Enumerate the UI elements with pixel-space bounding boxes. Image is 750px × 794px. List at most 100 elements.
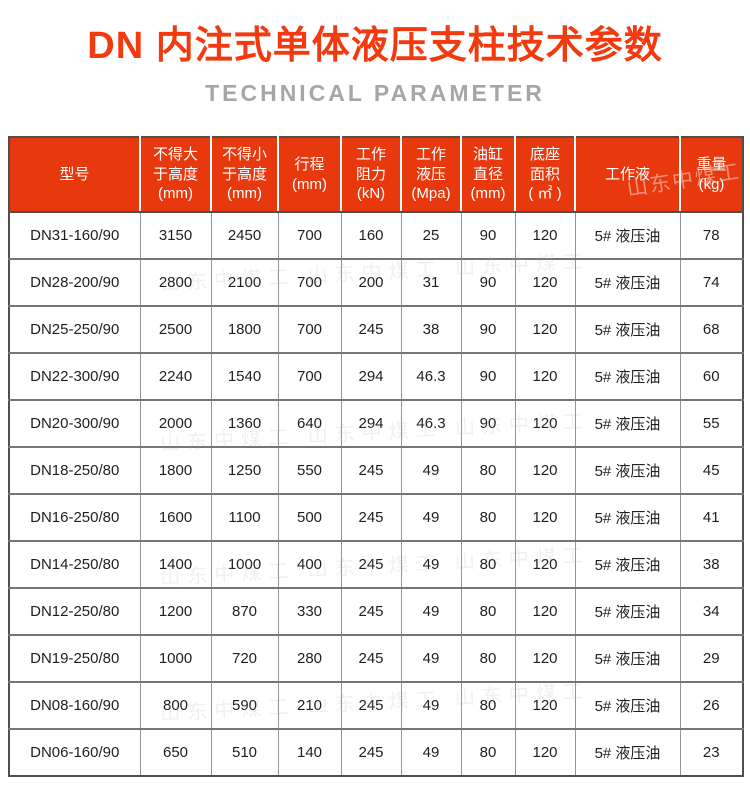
table-row: DN12-250/80 1200 870 330 245 49 80 120 5# 液压油 34 — [9, 587, 743, 635]
value-cell: 45 — [679, 446, 743, 494]
value-cell: 74 — [679, 258, 743, 306]
model-cell: DN16-250/80 — [9, 493, 140, 541]
value-cell: 120 — [514, 446, 575, 494]
value-cell: 2800 — [139, 258, 211, 306]
value-cell: 29 — [679, 634, 743, 682]
value-cell: 1800 — [210, 305, 278, 353]
value-cell: 80 — [460, 493, 515, 541]
model-cell: DN08-160/90 — [9, 681, 140, 729]
value-cell: 650 — [139, 728, 211, 776]
value-cell: 245 — [340, 681, 401, 729]
table-row: DN31-160/90 3150 2450 700 160 25 90 120 5# 液压油 78 — [9, 212, 743, 259]
value-cell: 5# 液压油 — [574, 399, 680, 447]
value-cell: 90 — [460, 305, 515, 353]
table-row: DN18-250/80 1800 1250 550 245 49 80 120 5# 液压油 45 — [9, 446, 743, 494]
value-cell: 90 — [460, 212, 515, 259]
value-cell: 1000 — [139, 634, 211, 682]
col-header-max-height: 不得大 于高度 (mm) — [140, 137, 212, 213]
value-cell: 41 — [679, 493, 743, 541]
value-cell: 49 — [400, 634, 461, 682]
value-cell: 400 — [277, 540, 341, 588]
col-header-working-fluid: 工作液 — [575, 137, 681, 213]
value-cell: 500 — [277, 493, 341, 541]
table-row: DN14-250/80 1400 1000 400 245 49 80 120 5# 液压油 38 — [9, 540, 743, 588]
value-cell: 120 — [514, 258, 575, 306]
value-cell: 120 — [514, 681, 575, 729]
value-cell: 120 — [514, 305, 575, 353]
value-cell: 90 — [460, 399, 515, 447]
value-cell: 1100 — [210, 493, 278, 541]
value-cell: 120 — [514, 540, 575, 588]
value-cell: 245 — [340, 446, 401, 494]
value-cell: 3150 — [139, 212, 211, 259]
value-cell: 700 — [277, 352, 341, 400]
table-row: DN06-160/90 650 510 140 245 49 80 120 5# 液压油 23 — [9, 728, 743, 776]
value-cell: 46.3 — [400, 352, 461, 400]
model-cell: DN06-160/90 — [9, 728, 140, 776]
model-cell: DN12-250/80 — [9, 587, 140, 635]
value-cell: 1360 — [210, 399, 278, 447]
value-cell: 1000 — [210, 540, 278, 588]
model-cell: DN25-250/90 — [9, 305, 140, 353]
table-header: 型号 不得大 于高度 (mm) 不得小 于高度 (mm) 行程 (mm) 工作 … — [9, 137, 743, 213]
value-cell: 245 — [340, 587, 401, 635]
col-header-model: 型号 — [9, 137, 141, 213]
table-row: DN16-250/80 1600 1100 500 245 49 80 120 5# 液压油 41 — [9, 493, 743, 541]
model-cell: DN19-250/80 — [9, 634, 140, 682]
col-header-base-area: 底座 面积 ( ㎡ ) — [515, 137, 576, 213]
value-cell: 80 — [460, 446, 515, 494]
value-cell: 700 — [277, 212, 341, 259]
value-cell: 1400 — [139, 540, 211, 588]
value-cell: 2240 — [139, 352, 211, 400]
value-cell: 90 — [460, 352, 515, 400]
value-cell: 46.3 — [400, 399, 461, 447]
model-cell: DN31-160/90 — [9, 212, 140, 259]
model-cell: DN14-250/80 — [9, 540, 140, 588]
table-row: DN20-300/90 2000 1360 640 294 46.3 90 120 5# 液压油… — [9, 399, 743, 447]
value-cell: 245 — [340, 305, 401, 353]
value-cell: 2500 — [139, 305, 211, 353]
value-cell: 78 — [679, 212, 743, 259]
value-cell: 5# 液压油 — [574, 446, 680, 494]
value-cell: 120 — [514, 399, 575, 447]
value-cell: 5# 液压油 — [574, 493, 680, 541]
value-cell: 245 — [340, 493, 401, 541]
value-cell: 26 — [679, 681, 743, 729]
model-cell: DN20-300/90 — [9, 399, 140, 447]
value-cell: 5# 液压油 — [574, 540, 680, 588]
value-cell: 870 — [210, 587, 278, 635]
value-cell: 5# 液压油 — [574, 258, 680, 306]
model-cell: DN18-250/80 — [9, 446, 140, 494]
table-body: DN31-160/90 3150 2450 700 160 25 90 120 5# 液压油 78… — [9, 212, 743, 776]
value-cell: 5# 液压油 — [574, 681, 680, 729]
value-cell: 2450 — [210, 212, 278, 259]
value-cell: 120 — [514, 587, 575, 635]
value-cell: 55 — [679, 399, 743, 447]
value-cell: 60 — [679, 352, 743, 400]
value-cell: 280 — [277, 634, 341, 682]
value-cell: 510 — [210, 728, 278, 776]
value-cell: 140 — [277, 728, 341, 776]
col-header-working-pressure: 工作 液压 (Mpa) — [401, 137, 462, 213]
value-cell: 330 — [277, 587, 341, 635]
value-cell: 1600 — [139, 493, 211, 541]
value-cell: 120 — [514, 212, 575, 259]
value-cell: 2000 — [139, 399, 211, 447]
value-cell: 5# 液压油 — [574, 728, 680, 776]
value-cell: 49 — [400, 540, 461, 588]
value-cell: 34 — [679, 587, 743, 635]
value-cell: 1800 — [139, 446, 211, 494]
value-cell: 120 — [514, 493, 575, 541]
value-cell: 23 — [679, 728, 743, 776]
value-cell: 590 — [210, 681, 278, 729]
value-cell: 49 — [400, 493, 461, 541]
value-cell: 49 — [400, 681, 461, 729]
value-cell: 25 — [400, 212, 461, 259]
col-header-weight: 重量 (kg) — [680, 137, 743, 213]
value-cell: 1200 — [139, 587, 211, 635]
value-cell: 38 — [400, 305, 461, 353]
table-row: DN19-250/80 1000 720 280 245 49 80 120 5# 液压油 29 — [9, 634, 743, 682]
value-cell: 80 — [460, 540, 515, 588]
value-cell: 80 — [460, 634, 515, 682]
value-cell: 210 — [277, 681, 341, 729]
